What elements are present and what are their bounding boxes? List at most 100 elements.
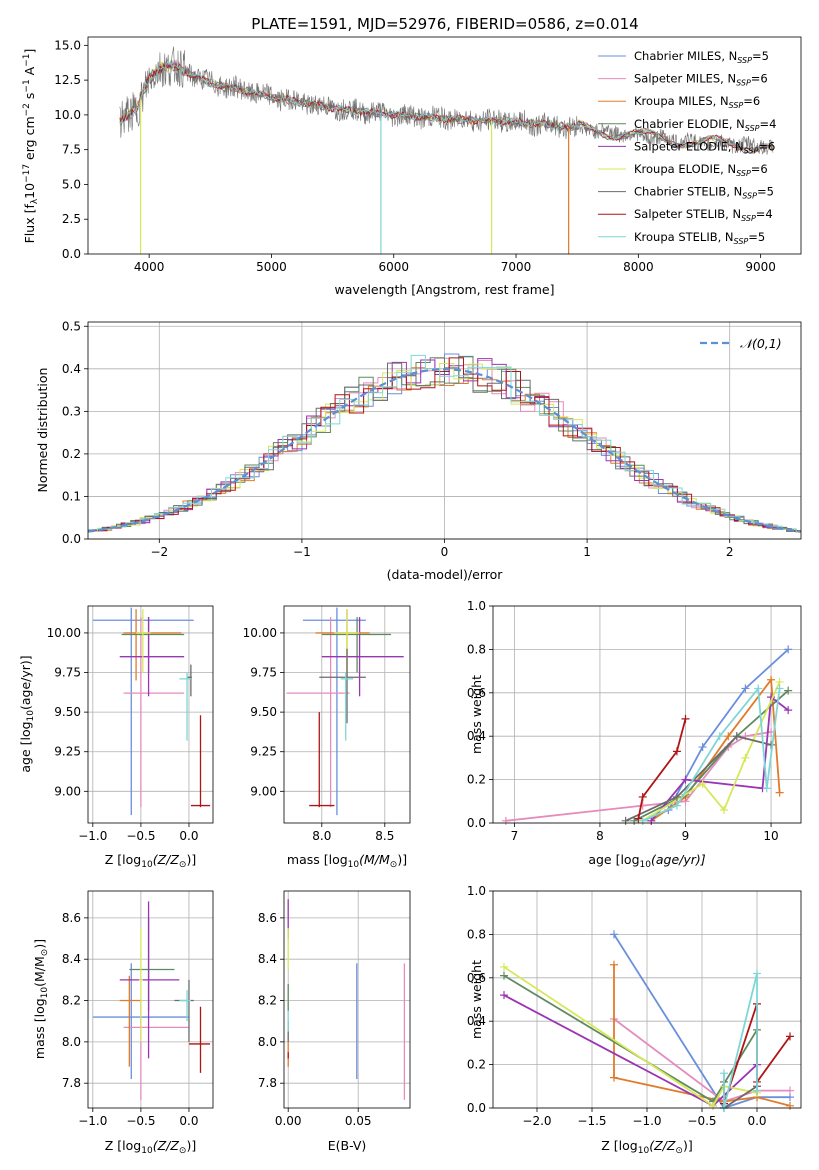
age_vs_mass-plot — [286, 607, 404, 816]
mass_vs_Z-plot — [92, 901, 211, 1100]
y-tick-label: 9.25 — [250, 745, 277, 759]
y-tick-label: 10.00 — [47, 626, 81, 640]
x-tick-label: −0.5 — [126, 829, 155, 843]
y-tick-label: 8.6 — [62, 911, 81, 925]
x-tick-label: 4000 — [134, 260, 165, 274]
legend-name: Salpeter ELODIE, N — [634, 139, 744, 153]
age_vs_Z-plot — [92, 607, 211, 816]
legend-count: =5 — [757, 185, 774, 199]
mass-weight-marker — [709, 1101, 717, 1110]
spectrum-line — [119, 60, 774, 154]
axes-frame — [283, 605, 411, 824]
residuals-frame: −2 −1 0 1 2 0.0 0.1 0.2 0.3 0.4 0.5 (data-model)/er… — [35, 319, 802, 582]
mass-weight-marker — [724, 732, 733, 741]
y-tick-label: 7.8 — [62, 1076, 81, 1090]
x-axis-label: Z [log10(Z/Z⊙)] — [105, 1138, 196, 1156]
y-tick-label: 0.2 — [62, 447, 81, 461]
x-axis-label-part: Z [log — [105, 1138, 141, 1153]
y-tick-label: 0.0 — [62, 247, 81, 261]
mass-weight-marker — [732, 732, 741, 741]
y-tick-label: 15.0 — [54, 38, 81, 52]
mass-weight-marker — [634, 814, 643, 823]
y-tick-label: 0.6 — [467, 971, 486, 985]
mass-weight-line — [637, 718, 687, 819]
mass-weight-marker — [784, 686, 793, 695]
legend-name: Chabrier ELODIE, N — [634, 117, 745, 131]
y-axis-label-part: λ — [30, 198, 40, 204]
x-axis-label-part: 10 — [348, 860, 360, 870]
y-axis-label: Flux [fλ10−17 erg cm−2 s−1 A−1] — [22, 49, 40, 244]
y-tick-label: 0.0 — [62, 532, 81, 546]
y-tick-label: 0.2 — [467, 1058, 486, 1072]
legend-subscript: SSP — [741, 214, 756, 223]
legend-name: Kroupa ELODIE, N — [634, 162, 736, 176]
y-tick-label: 0.4 — [467, 1014, 486, 1028]
x-tick-label: 0.05 — [345, 1114, 372, 1128]
x-tick-label: −1.0 — [632, 1114, 661, 1128]
mass-weight-marker — [775, 684, 784, 693]
y-tick-label: 9.75 — [54, 666, 81, 680]
mass-weight-marker — [638, 801, 647, 810]
y-axis-label: mass weight — [469, 960, 484, 1039]
mass-weight-marker — [715, 732, 724, 741]
x-axis-label-part: (Z/Z — [153, 1138, 180, 1153]
y-tick-label: 2.5 — [62, 212, 81, 226]
mass-weight-marker — [500, 971, 508, 980]
legend-count: =4 — [760, 117, 777, 131]
legend-name: Kroupa MILES, N — [634, 94, 729, 108]
x-axis-label-part: 10 — [141, 860, 153, 870]
mass-weight-marker — [767, 675, 776, 684]
mass-weight-line — [633, 689, 789, 822]
x-tick-label: 8 — [596, 829, 604, 843]
legend-subscript: SSP — [734, 237, 749, 246]
x-tick-label: 0.0 — [179, 829, 198, 843]
mass-weight-line — [613, 933, 790, 1110]
y-axis-label-part: 10 — [26, 710, 36, 722]
legend-name: Salpeter MILES, N — [634, 72, 736, 86]
y-tick-label: 8.6 — [258, 911, 277, 925]
y-axis-label-part: (M/M — [32, 956, 47, 987]
mass-weight-marker — [784, 645, 793, 654]
y-tick-label: 0.4 — [62, 362, 81, 376]
mass-weight-marker — [784, 706, 793, 715]
mass-weight-marker — [754, 684, 763, 693]
legend-subscript: SSP — [745, 124, 760, 133]
mass-weight-marker — [638, 792, 647, 801]
y-axis-label-part: mass [log — [32, 998, 47, 1059]
mass-weight-line — [503, 974, 758, 1103]
y-tick-label: 8.2 — [258, 994, 277, 1008]
y-axis-label: age [log10(age/yr)] — [18, 655, 36, 772]
legend-subscript: SSP — [729, 101, 744, 110]
histogram-step — [88, 362, 801, 532]
x-axis-label-part: )] — [397, 852, 407, 867]
x-axis-label-part: 10 — [640, 860, 652, 870]
x-axis-label-part: (Z/Z — [649, 1138, 676, 1153]
x-axis-label-part: 10 — [638, 1146, 650, 1156]
mass-weight-marker — [638, 816, 647, 825]
x-axis-label: Z [log10(Z/Z⊙)] — [105, 852, 196, 870]
legend-count: =5 — [752, 49, 769, 63]
mass_vs_ebv-frame: 0.00 0.05 7.8 8.0 8.2 8.4 8.6 E(B-V) — [258, 890, 411, 1153]
y-tick-label: 0.6 — [467, 686, 486, 700]
y-axis-label-part: −17 — [22, 164, 32, 183]
x-axis-label-part: )] — [186, 852, 196, 867]
mass-weight-line — [613, 1018, 790, 1103]
x-axis-label-part: Z [log — [105, 852, 141, 867]
mass-weight-marker — [630, 816, 639, 825]
axes-frame — [87, 890, 214, 1109]
mass-weight-marker — [500, 991, 508, 1000]
x-tick-label: 8000 — [623, 260, 654, 274]
mass-weight-marker — [500, 962, 508, 971]
x-tick-label: 7000 — [501, 260, 532, 274]
x-tick-label: 5000 — [256, 260, 287, 274]
legend-name: Salpeter STELIB, N — [634, 207, 741, 221]
legend-label: Salpeter STELIB, NSSP=4 — [634, 207, 773, 223]
legend-subscript: SSP — [742, 192, 757, 201]
y-axis-label: mass [log10(M/M⊙)] — [32, 939, 50, 1059]
x-tick-label: 0.0 — [179, 1114, 198, 1128]
mass-weight-marker — [672, 747, 681, 756]
mass-weight-marker — [775, 788, 784, 797]
x-tick-label: 8.0 — [312, 829, 331, 843]
x-axis-label-part: )] — [186, 1138, 196, 1153]
y-tick-label: 7.8 — [258, 1076, 277, 1090]
